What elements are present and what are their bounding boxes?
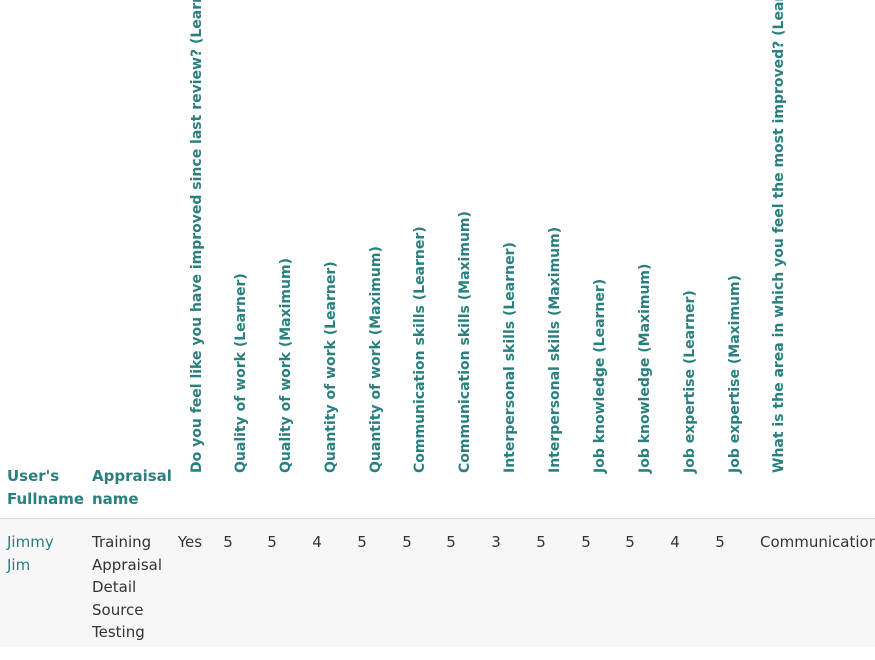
cell-job-expertise-maximum: 5 — [715, 533, 725, 551]
header-most-improved-area[interactable]: What is the area in which you feel the m… — [768, 0, 790, 491]
appraisal-name-line: Testing — [92, 623, 145, 641]
header-quality-learner[interactable]: Quality of work (Learner) — [230, 1, 252, 491]
header-fullname-line2: Fullname — [7, 490, 85, 508]
cell-improved: Yes — [177, 533, 203, 551]
appraisal-name-line: Detail — [92, 578, 137, 596]
appraisal-name-line: Source — [92, 600, 144, 619]
appraisal-name-line: Appraisal — [92, 555, 163, 574]
header-label: What is the area in which you feel the m… — [771, 0, 787, 473]
fullname-line: Jim — [7, 555, 31, 574]
table-header-row: User's Fullname Appraisal name Do you fe… — [0, 0, 875, 519]
cell-quality-learner: 5 — [223, 533, 233, 551]
cell-job-knowledge-maximum: 5 — [625, 533, 635, 551]
cell-communication-maximum: 5 — [446, 533, 456, 551]
header-label: Interpersonal skills (Maximum) — [547, 226, 563, 473]
header-job-expertise-maximum[interactable]: Job expertise (Maximum) — [724, 1, 746, 491]
header-label: Quality of work (Learner) — [233, 273, 249, 473]
cell-interpersonal-maximum: 5 — [536, 533, 546, 551]
header-job-knowledge-learner[interactable]: Job knowledge (Learner) — [589, 1, 611, 491]
header-appraisal-line1: Appraisal — [92, 467, 172, 485]
header-appraisal-line2: name — [92, 490, 139, 508]
fullname-line: Jimmy — [7, 533, 54, 551]
header-appraisal-name[interactable]: Appraisal name — [92, 465, 172, 511]
header-improved-since-review[interactable]: Do you feel like you have improved since… — [186, 0, 208, 491]
header-quantity-maximum[interactable]: Quantity of work (Maximum) — [365, 1, 387, 491]
user-fullname-link[interactable]: Jimmy Jim — [7, 531, 54, 576]
cell-quantity-learner: 4 — [312, 533, 322, 551]
header-communication-learner[interactable]: Communication skills (Learner) — [409, 1, 431, 491]
header-label: Job expertise (Maximum) — [727, 274, 743, 473]
header-fullname[interactable]: User's Fullname — [7, 465, 87, 511]
header-label: Job knowledge (Maximum) — [637, 263, 653, 473]
header-fullname-line1: User's — [7, 467, 60, 485]
header-label: Communication skills (Maximum) — [457, 211, 473, 473]
cell-most-improved-area: Communication — [760, 533, 875, 551]
cell-quantity-maximum: 5 — [357, 533, 367, 551]
header-job-knowledge-maximum[interactable]: Job knowledge (Maximum) — [634, 1, 656, 491]
cell-quality-maximum: 5 — [267, 533, 277, 551]
appraisal-name-line: Training — [92, 533, 152, 551]
appraisal-name-cell: Training Appraisal Detail Source Testing — [92, 531, 162, 644]
header-label: Quantity of work (Learner) — [323, 261, 339, 473]
header-quantity-learner[interactable]: Quantity of work (Learner) — [320, 1, 342, 491]
header-communication-maximum[interactable]: Communication skills (Maximum) — [454, 1, 476, 491]
header-label: Interpersonal skills (Learner) — [502, 242, 518, 473]
header-job-expertise-learner[interactable]: Job expertise (Learner) — [679, 1, 701, 491]
header-interpersonal-learner[interactable]: Interpersonal skills (Learner) — [499, 1, 521, 491]
cell-job-knowledge-learner: 5 — [581, 533, 591, 551]
header-label: Communication skills (Learner) — [412, 226, 428, 473]
header-quality-maximum[interactable]: Quality of work (Maximum) — [275, 1, 297, 491]
header-label: Quantity of work (Maximum) — [368, 246, 384, 473]
cell-interpersonal-learner: 3 — [491, 533, 501, 551]
header-label: Job knowledge (Learner) — [592, 278, 608, 473]
cell-communication-learner: 5 — [402, 533, 412, 551]
header-label: Quality of work (Maximum) — [278, 258, 294, 473]
table-row: Jimmy Jim Training Appraisal Detail Sour… — [0, 519, 875, 647]
header-interpersonal-maximum[interactable]: Interpersonal skills (Maximum) — [544, 1, 566, 491]
cell-job-expertise-learner: 4 — [670, 533, 680, 551]
header-label: Do you feel like you have improved since… — [189, 0, 205, 473]
header-label: Job expertise (Learner) — [682, 290, 698, 473]
